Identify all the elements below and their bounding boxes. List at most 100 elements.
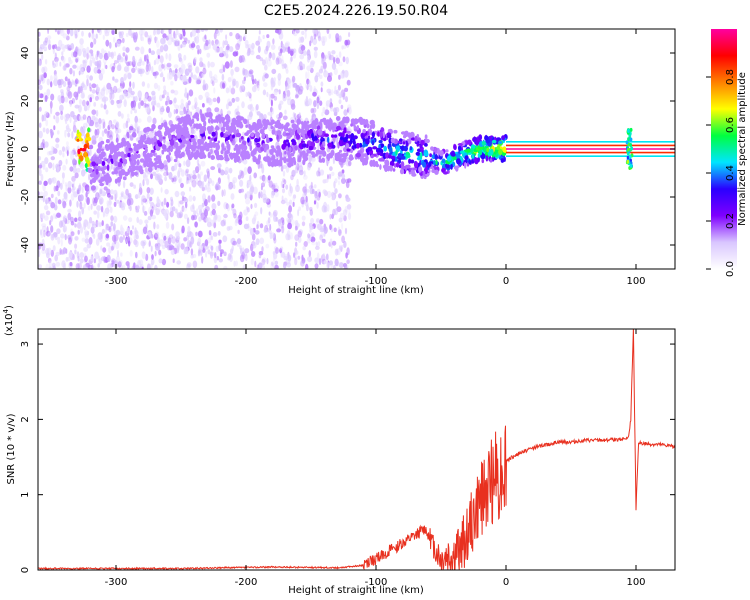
heatmap-noise-mark <box>253 172 257 179</box>
heatmap-noise-mark <box>88 82 92 89</box>
heatmap-signal-mark <box>270 145 275 149</box>
heatmap-noise-mark <box>218 239 222 244</box>
heatmap-signal-mark <box>379 131 383 138</box>
heatmap-noise-mark <box>192 260 198 269</box>
heatmap-signal-mark <box>254 137 260 143</box>
heatmap-noise-mark <box>177 44 181 51</box>
heatmap-noise-mark <box>237 229 240 234</box>
heatmap-noise-mark <box>52 245 56 252</box>
heatmap-noise-mark <box>160 37 166 45</box>
heatmap-signal-mark <box>292 156 296 163</box>
heatmap-noise-mark <box>346 79 351 86</box>
heatmap-noise-mark <box>77 29 80 33</box>
heatmap-signal-mark <box>193 152 199 160</box>
heatmap-noise-mark <box>271 232 275 239</box>
heatmap-noise-mark <box>294 257 298 266</box>
colorbar-ticks: 0.00.20.40.60.8 <box>706 69 736 277</box>
heatmap-signal-mark <box>331 134 335 138</box>
heatmap-signal-mark <box>89 173 94 178</box>
heatmap-noise-mark <box>210 79 214 84</box>
heatmap-noise-mark <box>262 189 266 196</box>
heatmap-signal-mark <box>406 164 411 169</box>
heatmap-noise-mark <box>57 30 60 35</box>
heatmap-signal-mark <box>464 155 469 160</box>
heatmap-noise-mark <box>267 111 273 116</box>
heatmap-noise-mark <box>70 221 75 226</box>
heatmap-noise-mark <box>76 200 79 208</box>
heatmap-signal-mark <box>305 143 309 149</box>
heatmap-signal-mark <box>175 146 181 153</box>
heatmap-noise-mark <box>111 124 115 130</box>
heatmap-noise-mark <box>46 226 49 234</box>
heatmap-noise-mark <box>251 85 257 93</box>
heatmap-noise-mark <box>218 258 223 263</box>
heatmap-noise-mark <box>100 88 106 97</box>
heatmap-noise-mark <box>74 223 77 228</box>
heatmap-noise-mark <box>50 106 53 115</box>
heatmap-signal-mark <box>169 139 175 146</box>
heatmap-signal-mark <box>464 162 467 169</box>
heatmap-signal-mark <box>186 116 192 122</box>
heatmap-noise-mark <box>141 36 144 42</box>
heatmap-signal-mark <box>289 147 292 152</box>
heatmap-noise-mark <box>335 57 340 64</box>
heatmap-noise-mark <box>38 84 43 91</box>
heatmap-noise-mark <box>149 187 154 195</box>
heatmap-noise-mark <box>66 149 69 157</box>
heatmap-signal-mark <box>485 155 489 162</box>
heatmap-noise-mark <box>104 209 109 217</box>
heatmap-noise-mark <box>66 128 71 133</box>
heatmap-noise-mark <box>164 212 168 219</box>
heatmap-signal-mark <box>276 122 282 128</box>
heatmap-noise-mark <box>319 169 325 176</box>
heatmap-noise-mark <box>209 148 213 155</box>
heatmap-noise-mark <box>128 240 131 247</box>
heatmap-signal-mark <box>216 114 222 122</box>
heatmap-noise-mark <box>180 243 185 250</box>
heatmap-noise-mark <box>265 243 270 249</box>
heatmap-noise-mark <box>42 127 46 133</box>
heatmap-noise-mark <box>146 58 149 65</box>
heatmap-noise-mark <box>75 58 79 63</box>
heatmap-signal-mark <box>209 142 214 149</box>
heatmap-signal-mark <box>301 150 306 157</box>
heatmap-noise-mark <box>255 54 261 60</box>
heatmap-noise-mark <box>181 42 186 48</box>
heatmap-noise-mark <box>318 258 322 265</box>
heatmap-noise-mark <box>138 58 143 64</box>
figure-title: C2E5.2024.226.19.50.R04 <box>264 3 448 19</box>
heatmap-signal-mark <box>90 185 96 191</box>
heatmap-noise-mark <box>103 85 106 91</box>
heatmap-signal-mark <box>215 150 219 158</box>
heatmap-noise-mark <box>96 221 101 227</box>
heatmap-noise-mark <box>182 30 186 37</box>
heatmap-noise-mark <box>289 199 293 205</box>
heatmap-noise-mark <box>144 54 147 62</box>
heatmap-noise-mark <box>141 81 146 87</box>
heatmap-noise-mark <box>148 240 151 247</box>
heatmap-noise-mark <box>220 169 225 176</box>
heatmap-noise-mark <box>205 206 210 212</box>
heatmap-noise-mark <box>108 120 113 127</box>
heatmap-noise-mark <box>39 191 44 198</box>
heatmap-noise-mark <box>54 56 59 63</box>
heatmap-noise-mark <box>326 262 330 269</box>
heatmap-noise-mark <box>54 196 58 205</box>
heatmap-signal-mark <box>285 145 289 152</box>
heatmap-noise-mark <box>313 50 318 59</box>
heatmap-noise-mark <box>213 74 218 81</box>
heatmap-noise-mark <box>317 35 322 42</box>
heatmap-noise-mark <box>192 174 197 180</box>
heatmap-noise-mark <box>273 209 278 217</box>
heatmap-burst-mark <box>628 133 632 138</box>
heatmap-noise-mark <box>173 163 178 171</box>
heatmap-noise-mark <box>225 203 229 210</box>
heatmap-noise-mark <box>223 40 229 46</box>
heatmap-noise-mark <box>45 199 48 205</box>
heatmap-noise-mark <box>183 197 189 204</box>
heatmap-noise-mark <box>205 251 208 258</box>
heatmap-noise-mark <box>102 87 106 92</box>
heatmap-noise-mark <box>168 29 172 35</box>
heatmap-noise-mark <box>319 100 323 106</box>
heatmap-noise-mark <box>71 131 74 139</box>
